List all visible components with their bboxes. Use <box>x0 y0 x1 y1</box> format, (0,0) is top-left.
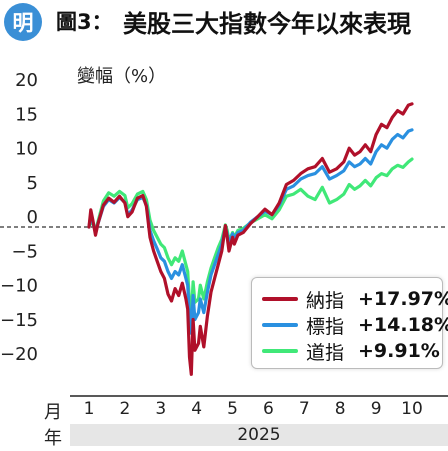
legend: 納指 +17.97% 標指 +14.18% 道指 +9.91% <box>251 277 448 369</box>
y-tick-label: −15 <box>0 310 38 331</box>
legend-item-nasdaq: 納指 +17.97% <box>262 286 448 312</box>
legend-value-dow: +9.91% <box>358 340 440 362</box>
y-tick-labels: 20 15 10 5 0 −5 −10 −15 −20 <box>0 70 38 365</box>
y-tick-label: −10 <box>0 276 38 297</box>
legend-swatch-nasdaq <box>262 297 298 301</box>
logo-text: 明 <box>12 11 34 35</box>
x-tick-label: 9 <box>371 399 382 419</box>
newspaper-logo: 明 <box>4 3 42 41</box>
legend-name-nasdaq: 納指 <box>306 289 345 312</box>
figure-label: 圖3： <box>56 10 113 34</box>
legend-value-nasdaq: +17.97% <box>358 288 448 310</box>
legend-item-sp500: 標指 +14.18% <box>262 312 448 338</box>
y-axis-label: 變幅（%） <box>77 66 167 87</box>
y-tick-label: −20 <box>0 344 38 365</box>
y-tick-label: 10 <box>15 139 38 160</box>
chart-title: 美股三大指數今年以來表現 <box>123 10 411 38</box>
x-tick-label: 2 <box>119 399 130 419</box>
y-tick-label: 0 <box>27 207 38 228</box>
legend-swatch-sp500 <box>262 323 298 327</box>
series-lines <box>87 102 414 376</box>
x-tick-label: 8 <box>335 399 346 419</box>
y-tick-label: 20 <box>15 70 38 91</box>
year-value: 2025 <box>237 425 281 445</box>
x-tick-label: 3 <box>155 399 166 419</box>
legend-name-sp500: 標指 <box>306 315 345 338</box>
x-tick-label: 6 <box>263 399 274 419</box>
legend-value-sp500: +14.18% <box>358 314 448 336</box>
y-tick-label: 15 <box>15 104 38 125</box>
series-line-nasdaq <box>87 102 414 376</box>
year-band: 2025 <box>70 424 448 446</box>
x-tick-labels: 1 2 3 4 5 6 7 8 9 10 <box>84 399 423 419</box>
legend-swatch-dow <box>262 349 298 353</box>
y-tick-label: 5 <box>27 173 38 194</box>
series-line-dow <box>87 157 414 318</box>
x-tick-label: 1 <box>84 399 95 419</box>
chart-header: 明 圖3： 美股三大指數今年以來表現 <box>0 0 448 44</box>
x-tick-label: 10 <box>401 399 423 419</box>
legend-item-dow: 道指 +9.91% <box>262 338 440 364</box>
y-tick-label: −5 <box>11 241 38 262</box>
x-tick-label: 4 <box>191 399 202 419</box>
x-axis-month-label: 月 <box>44 402 62 423</box>
x-tick-label: 7 <box>299 399 310 419</box>
x-axis-year-label: 年 <box>44 428 62 449</box>
x-tick-label: 5 <box>227 399 238 419</box>
legend-name-dow: 道指 <box>306 341 345 364</box>
